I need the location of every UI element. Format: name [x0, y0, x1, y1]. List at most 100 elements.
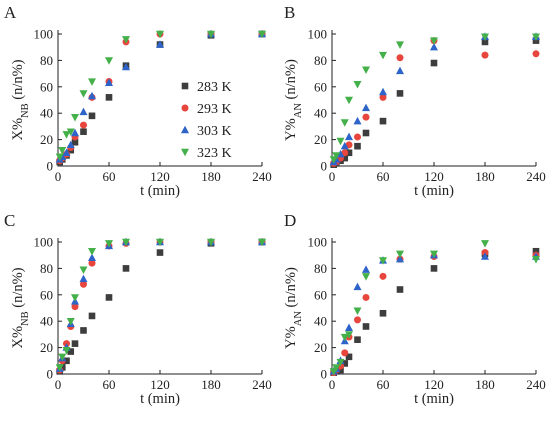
data-point	[341, 349, 349, 357]
data-point	[63, 357, 70, 365]
panel-c: C 0 60 120 180 240 0 20 40 60 80 100 t (min) X%NB (n/…	[4, 211, 272, 407]
y-tick-label: 100	[34, 27, 54, 42]
y-tick-label: 60	[40, 287, 53, 302]
y-axis-title-main: Y%	[283, 326, 299, 349]
series-293-k	[56, 30, 266, 165]
data-point	[88, 248, 96, 256]
y-tick-label: 60	[314, 79, 327, 94]
data-point	[362, 103, 370, 112]
data-point	[80, 280, 87, 288]
x-axis-title: t (min)	[414, 183, 454, 199]
data-point	[122, 238, 130, 247]
data-point	[122, 265, 130, 272]
data-point	[66, 140, 75, 149]
y-axis-title: Y%AN (n/n%)	[283, 267, 304, 349]
series-293-k	[330, 249, 540, 377]
data-point	[62, 131, 71, 139]
x-tick-label: 0	[55, 169, 62, 184]
y-tick-label: 80	[40, 261, 53, 276]
y-axis-title-main: Y%	[283, 118, 299, 141]
data-point	[379, 257, 387, 265]
data-point	[156, 30, 164, 39]
y-tick-label: 60	[40, 79, 53, 94]
data-point	[396, 54, 404, 62]
data-point	[105, 240, 113, 248]
legend-label: 303 K	[197, 124, 232, 139]
y-tick-label: 80	[314, 53, 327, 68]
y-tick-label: 20	[40, 132, 53, 147]
y-tick-label: 80	[40, 53, 53, 68]
panel-letter: B	[284, 3, 295, 22]
data-point	[336, 137, 345, 146]
data-point	[396, 90, 404, 97]
data-point	[532, 50, 540, 58]
data-point	[430, 59, 438, 67]
data-point	[55, 364, 64, 372]
data-point	[481, 33, 489, 41]
y-axis-title-main: X%	[10, 118, 26, 141]
data-point	[88, 253, 96, 262]
x-tick-label: 180	[201, 377, 221, 392]
data-point	[71, 113, 79, 122]
y-tick-label: 100	[308, 235, 328, 250]
data-point	[71, 128, 79, 137]
x-tick-label: 60	[377, 169, 390, 184]
series-283-k	[330, 37, 540, 168]
y-tick-label: 80	[314, 261, 327, 276]
data-point	[430, 265, 438, 272]
data-point	[353, 282, 362, 291]
y-axis-title-tail: (n/n%)	[283, 59, 299, 103]
x-tick-label: 240	[526, 377, 546, 392]
y-axis-title-tail: (n/n%)	[10, 59, 26, 103]
data-point	[345, 323, 353, 331]
y-axis-title-subscript: AN	[293, 311, 304, 327]
data-point	[258, 30, 266, 39]
data-point	[430, 250, 438, 259]
x-tick-label: 180	[201, 169, 221, 184]
panel-letter: A	[4, 3, 17, 22]
data-point	[58, 353, 67, 362]
data-point	[481, 240, 489, 248]
data-point	[71, 138, 79, 146]
data-point	[354, 142, 361, 150]
y-tick-label: 60	[314, 287, 327, 302]
data-point	[156, 249, 164, 256]
y-tick-label: 40	[314, 314, 327, 329]
data-point	[362, 129, 370, 137]
data-point	[362, 273, 370, 281]
data-point	[336, 358, 345, 367]
data-point	[362, 293, 370, 301]
x-tick-label: 0	[329, 169, 336, 184]
series-283-k	[56, 30, 266, 166]
y-tick-label: 100	[34, 235, 54, 250]
legend-marker	[181, 125, 189, 134]
series-283-k	[56, 238, 266, 375]
y-tick-label: 0	[321, 367, 328, 382]
data-point	[362, 265, 370, 273]
y-tick-label: 20	[40, 340, 53, 355]
data-point	[88, 259, 96, 267]
x-tick-label: 0	[55, 377, 62, 392]
data-point	[79, 107, 88, 116]
data-point	[353, 307, 362, 315]
data-point	[88, 112, 96, 120]
data-point	[481, 51, 489, 59]
y-tick-label: 40	[40, 106, 53, 121]
panel-d: D 0 60 120 180 240 0 20 40 60 80 100 t (min) Y%AN (n/…	[283, 211, 546, 407]
data-point	[80, 121, 87, 129]
data-point	[379, 117, 387, 125]
series-323-k	[55, 30, 266, 162]
axes-frame	[57, 238, 262, 375]
x-tick-label: 120	[424, 169, 444, 184]
data-point	[345, 149, 353, 157]
y-axis-title-subscript: NB	[20, 103, 31, 118]
y-tick-label: 40	[314, 106, 327, 121]
data-point	[58, 364, 66, 371]
data-point	[88, 312, 96, 320]
data-point	[396, 250, 404, 259]
data-point	[379, 87, 387, 96]
legend-label: 293 K	[197, 102, 232, 117]
legend-label: 323 K	[197, 146, 232, 161]
panel-letter: D	[284, 211, 296, 230]
x-tick-label: 120	[424, 377, 444, 392]
